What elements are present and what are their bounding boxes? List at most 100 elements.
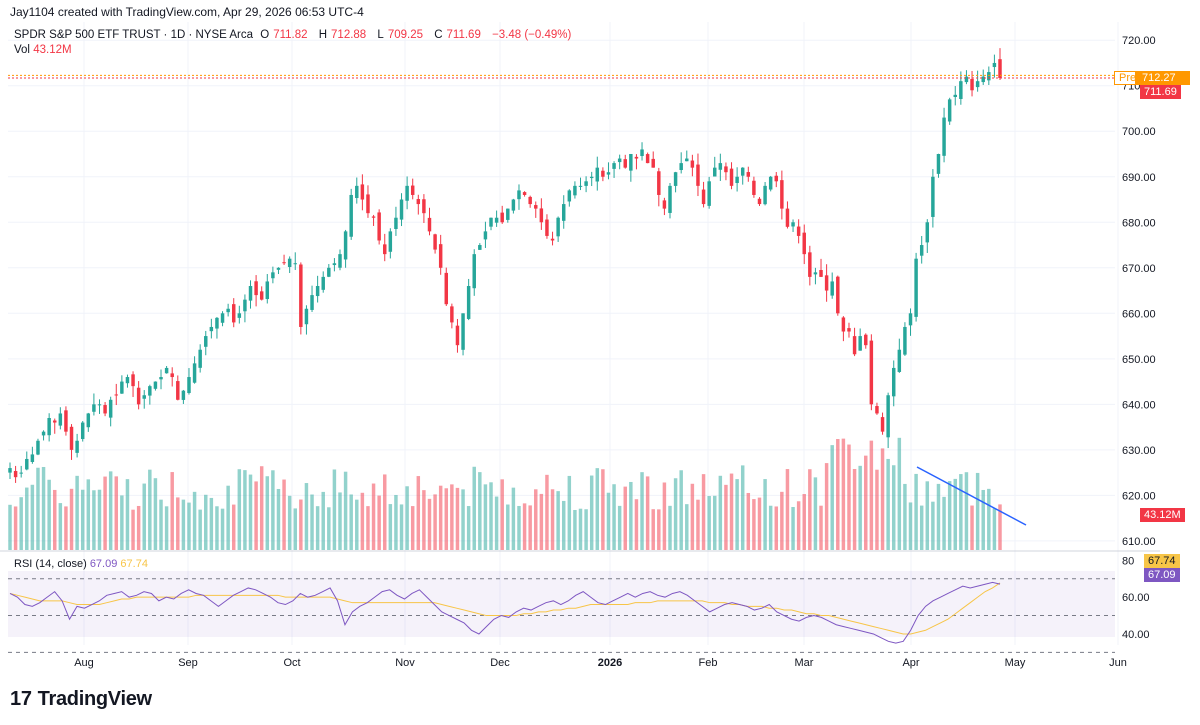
volume-bar: [489, 482, 493, 550]
candle-body: [746, 172, 751, 177]
volume-bar: [752, 499, 756, 550]
candle-body: [729, 168, 734, 186]
candles: [8, 48, 1002, 483]
rsi-value: 67.09: [89, 558, 118, 570]
time-tick-label: Jun: [1109, 657, 1127, 669]
candle-body: [679, 163, 683, 171]
volume-bar: [925, 481, 930, 550]
candle-body: [321, 276, 325, 290]
candle-body: [276, 267, 281, 270]
volume-bar: [897, 437, 902, 550]
volume-bar: [265, 476, 270, 550]
volume-bar: [830, 445, 834, 550]
volume-bar: [349, 494, 353, 550]
trendline[interactable]: [916, 466, 1027, 526]
volume-bar: [936, 483, 941, 550]
volume-bar: [573, 509, 577, 550]
candle-body: [181, 390, 186, 400]
volume-bar: [466, 506, 471, 550]
candle-body: [707, 181, 711, 206]
candle-body: [780, 180, 784, 209]
last-price-badge: 711.69: [1140, 85, 1181, 99]
volume-bar: [478, 472, 482, 550]
candle-body: [992, 62, 997, 68]
rsi-tick-label: 80: [1122, 555, 1134, 567]
candle-body: [422, 199, 426, 214]
low-value: 709.25: [387, 29, 424, 41]
candle-body: [959, 81, 963, 99]
candle-body: [685, 158, 689, 162]
rsi-label[interactable]: RSI (14, close): [14, 558, 87, 570]
low-label: L: [377, 29, 384, 41]
volume-bar: [327, 507, 331, 550]
candle-body: [287, 258, 292, 268]
volume-bar: [287, 495, 292, 550]
volume-bar: [282, 479, 286, 550]
volume-bar: [153, 478, 158, 550]
volume-bar: [550, 489, 555, 550]
volume-bar: [444, 488, 449, 550]
tradingview-logo[interactable]: 17 TradingView: [10, 688, 152, 711]
volume-bar: [198, 509, 202, 550]
volume-bar: [58, 503, 63, 550]
volume-bar: [651, 509, 655, 550]
close-value: 711.69: [446, 29, 481, 41]
candle-body: [136, 387, 141, 405]
candle-body: [282, 262, 286, 264]
change-value: −3.48 (−0.49%): [492, 29, 572, 41]
volume-bar: [819, 505, 823, 550]
candle-body: [327, 267, 331, 277]
volume-bar: [338, 492, 342, 550]
time-tick-label: Mar: [795, 657, 814, 669]
volume-bar: [108, 471, 113, 550]
volume-bar: [472, 466, 476, 550]
volume-bar: [975, 472, 980, 550]
candle-body: [657, 171, 661, 195]
volume-bar: [332, 469, 337, 550]
volume-bar: [606, 492, 611, 550]
volume-bar: [645, 476, 650, 550]
volume-bar: [880, 448, 885, 550]
volume-bar: [785, 469, 790, 550]
volume-bar: [707, 495, 711, 550]
candle-body: [875, 406, 879, 414]
volume-bar: [959, 474, 963, 550]
candle-body: [192, 363, 197, 383]
candle-body: [819, 270, 823, 277]
candle-body: [125, 377, 130, 384]
rsi-ma-line: [9, 582, 1001, 635]
candle-body: [332, 263, 337, 266]
volume-bar: [791, 507, 795, 550]
volume-bar: [360, 492, 365, 550]
candle-body: [640, 149, 644, 157]
volume-bar: [623, 486, 627, 550]
volume-bar: [383, 474, 387, 550]
volume-bar: [355, 499, 359, 550]
candle-body: [220, 313, 225, 323]
volume-bar: [399, 504, 404, 550]
candle-body: [651, 158, 655, 168]
time-tick-label: May: [1005, 657, 1026, 669]
candle-body: [86, 413, 91, 428]
open-value: 711.82: [273, 29, 308, 41]
candle-body: [701, 189, 706, 205]
candle-body: [595, 167, 600, 182]
volume-bar: [746, 492, 751, 550]
volume-bar: [36, 467, 40, 550]
price-tick-label: 680.00: [1122, 217, 1156, 229]
volume-bar: [780, 491, 784, 550]
candle-body: [567, 190, 572, 202]
price-tick-label: 670.00: [1122, 263, 1156, 275]
symbol-name[interactable]: SPDR S&P 500 ETF TRUST · 1D · NYSE Arca: [14, 29, 254, 41]
volume-bar: [69, 488, 74, 550]
candle-body: [813, 272, 818, 275]
candle-body: [494, 217, 499, 223]
symbol-legend: SPDR S&P 500 ETF TRUST · 1D · NYSE Arca …: [14, 29, 575, 41]
candle-body: [120, 381, 124, 394]
volume-bar: [685, 504, 689, 550]
volume-bar: [500, 479, 504, 550]
volume-label[interactable]: Vol: [14, 44, 30, 56]
candle-body: [198, 349, 202, 368]
candle-body: [64, 410, 68, 432]
